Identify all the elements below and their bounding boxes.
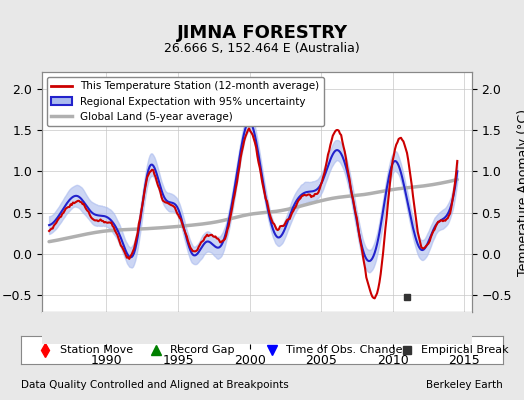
Text: Data Quality Controlled and Aligned at Breakpoints: Data Quality Controlled and Aligned at B… xyxy=(21,380,289,390)
Text: Berkeley Earth: Berkeley Earth xyxy=(427,380,503,390)
Text: Station Move: Station Move xyxy=(60,345,133,355)
Legend: This Temperature Station (12-month average), Regional Expectation with 95% uncer: This Temperature Station (12-month avera… xyxy=(47,77,324,126)
Text: Record Gap: Record Gap xyxy=(170,345,235,355)
Y-axis label: Temperature Anomaly (°C): Temperature Anomaly (°C) xyxy=(517,108,524,276)
Text: JIMNA FORESTRY: JIMNA FORESTRY xyxy=(177,24,347,42)
Text: Time of Obs. Change: Time of Obs. Change xyxy=(286,345,402,355)
Text: Empirical Break: Empirical Break xyxy=(421,345,509,355)
Text: 26.666 S, 152.464 E (Australia): 26.666 S, 152.464 E (Australia) xyxy=(164,42,360,55)
